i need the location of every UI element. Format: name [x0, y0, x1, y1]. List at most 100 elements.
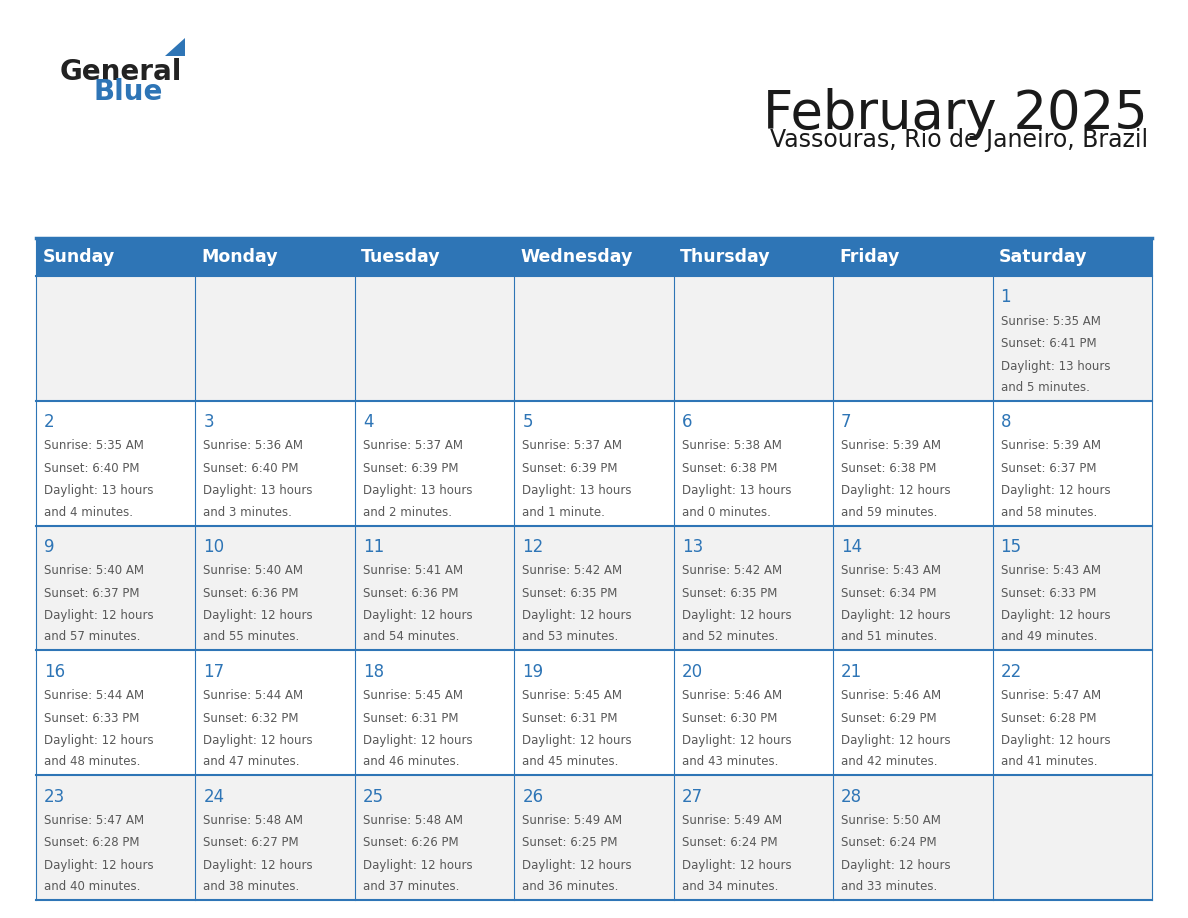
Text: Daylight: 12 hours: Daylight: 12 hours	[362, 859, 473, 872]
Text: Daylight: 12 hours: Daylight: 12 hours	[841, 859, 950, 872]
Text: Sunrise: 5:43 AM: Sunrise: 5:43 AM	[841, 565, 941, 577]
Text: Sunrise: 5:47 AM: Sunrise: 5:47 AM	[1000, 689, 1100, 702]
Text: and 58 minutes.: and 58 minutes.	[1000, 506, 1097, 519]
Text: Daylight: 12 hours: Daylight: 12 hours	[203, 859, 312, 872]
Text: Sunset: 6:36 PM: Sunset: 6:36 PM	[362, 587, 459, 599]
Text: Sunrise: 5:47 AM: Sunrise: 5:47 AM	[44, 814, 144, 827]
Text: 23: 23	[44, 788, 65, 806]
Text: Sunset: 6:30 PM: Sunset: 6:30 PM	[682, 711, 777, 724]
Text: Daylight: 13 hours: Daylight: 13 hours	[682, 485, 791, 498]
Text: and 53 minutes.: and 53 minutes.	[523, 631, 619, 644]
Bar	[36, 401, 1152, 526]
Text: and 40 minutes.: and 40 minutes.	[44, 880, 140, 893]
Text: Sunrise: 5:49 AM: Sunrise: 5:49 AM	[682, 814, 782, 827]
Text: Sunrise: 5:48 AM: Sunrise: 5:48 AM	[362, 814, 463, 827]
Text: 26: 26	[523, 788, 543, 806]
Text: 15: 15	[1000, 538, 1022, 556]
Text: and 41 minutes.: and 41 minutes.	[1000, 756, 1097, 768]
Text: Sunset: 6:40 PM: Sunset: 6:40 PM	[203, 462, 299, 475]
Text: 4: 4	[362, 413, 373, 431]
Text: Sunset: 6:29 PM: Sunset: 6:29 PM	[841, 711, 937, 724]
Text: Monday: Monday	[202, 248, 278, 266]
Polygon shape	[165, 38, 185, 56]
Text: Sunrise: 5:37 AM: Sunrise: 5:37 AM	[523, 440, 623, 453]
Text: Daylight: 12 hours: Daylight: 12 hours	[682, 859, 791, 872]
Text: Sunrise: 5:42 AM: Sunrise: 5:42 AM	[682, 565, 782, 577]
Text: 27: 27	[682, 788, 703, 806]
Text: Daylight: 12 hours: Daylight: 12 hours	[523, 859, 632, 872]
Text: 10: 10	[203, 538, 225, 556]
Text: Daylight: 12 hours: Daylight: 12 hours	[1000, 610, 1110, 622]
Text: 14: 14	[841, 538, 862, 556]
Text: 17: 17	[203, 663, 225, 681]
Text: 18: 18	[362, 663, 384, 681]
Text: Sunrise: 5:38 AM: Sunrise: 5:38 AM	[682, 440, 782, 453]
Text: 9: 9	[44, 538, 55, 556]
Text: Sunrise: 5:50 AM: Sunrise: 5:50 AM	[841, 814, 941, 827]
Text: Thursday: Thursday	[680, 248, 771, 266]
Text: 21: 21	[841, 663, 862, 681]
Text: Daylight: 12 hours: Daylight: 12 hours	[1000, 734, 1110, 747]
Text: 7: 7	[841, 413, 852, 431]
Text: 2: 2	[44, 413, 55, 431]
Text: and 2 minutes.: and 2 minutes.	[362, 506, 451, 519]
Text: and 38 minutes.: and 38 minutes.	[203, 880, 299, 893]
Text: and 34 minutes.: and 34 minutes.	[682, 880, 778, 893]
Text: and 43 minutes.: and 43 minutes.	[682, 756, 778, 768]
Text: 8: 8	[1000, 413, 1011, 431]
Bar	[36, 775, 1152, 900]
Text: 1: 1	[1000, 288, 1011, 307]
Text: Sunset: 6:35 PM: Sunset: 6:35 PM	[682, 587, 777, 599]
Text: Wednesday: Wednesday	[520, 248, 633, 266]
Text: and 4 minutes.: and 4 minutes.	[44, 506, 133, 519]
Text: Sunrise: 5:42 AM: Sunrise: 5:42 AM	[523, 565, 623, 577]
Text: Daylight: 12 hours: Daylight: 12 hours	[841, 610, 950, 622]
Text: Sunrise: 5:39 AM: Sunrise: 5:39 AM	[1000, 440, 1100, 453]
Text: 13: 13	[682, 538, 703, 556]
Text: 19: 19	[523, 663, 543, 681]
Text: Sunset: 6:32 PM: Sunset: 6:32 PM	[203, 711, 299, 724]
Text: Daylight: 12 hours: Daylight: 12 hours	[1000, 485, 1110, 498]
Text: Sunset: 6:33 PM: Sunset: 6:33 PM	[44, 711, 139, 724]
Bar	[36, 650, 1152, 775]
Text: Sunset: 6:28 PM: Sunset: 6:28 PM	[1000, 711, 1097, 724]
Text: Daylight: 13 hours: Daylight: 13 hours	[523, 485, 632, 498]
Text: Sunrise: 5:35 AM: Sunrise: 5:35 AM	[1000, 315, 1100, 328]
Text: Daylight: 12 hours: Daylight: 12 hours	[682, 610, 791, 622]
Text: Sunrise: 5:45 AM: Sunrise: 5:45 AM	[523, 689, 623, 702]
Text: Sunset: 6:40 PM: Sunset: 6:40 PM	[44, 462, 139, 475]
Text: Friday: Friday	[840, 248, 899, 266]
Text: Sunrise: 5:43 AM: Sunrise: 5:43 AM	[1000, 565, 1100, 577]
Text: Sunrise: 5:40 AM: Sunrise: 5:40 AM	[44, 565, 144, 577]
Text: and 49 minutes.: and 49 minutes.	[1000, 631, 1097, 644]
Text: Sunrise: 5:44 AM: Sunrise: 5:44 AM	[203, 689, 303, 702]
Bar	[36, 238, 1152, 276]
Text: 6: 6	[682, 413, 693, 431]
Text: and 5 minutes.: and 5 minutes.	[1000, 381, 1089, 394]
Text: and 37 minutes.: and 37 minutes.	[362, 880, 460, 893]
Text: Sunday: Sunday	[43, 248, 114, 266]
Text: and 45 minutes.: and 45 minutes.	[523, 756, 619, 768]
Text: Sunset: 6:41 PM: Sunset: 6:41 PM	[1000, 337, 1097, 350]
Bar	[36, 276, 1152, 401]
Text: February 2025: February 2025	[763, 88, 1148, 140]
Text: Daylight: 12 hours: Daylight: 12 hours	[841, 734, 950, 747]
Text: Daylight: 12 hours: Daylight: 12 hours	[44, 734, 153, 747]
Text: Sunrise: 5:37 AM: Sunrise: 5:37 AM	[362, 440, 463, 453]
Text: Daylight: 13 hours: Daylight: 13 hours	[203, 485, 312, 498]
Text: and 42 minutes.: and 42 minutes.	[841, 756, 937, 768]
Text: and 46 minutes.: and 46 minutes.	[362, 756, 460, 768]
Text: Sunset: 6:38 PM: Sunset: 6:38 PM	[841, 462, 936, 475]
Text: and 57 minutes.: and 57 minutes.	[44, 631, 140, 644]
Text: Sunset: 6:25 PM: Sunset: 6:25 PM	[523, 836, 618, 849]
Text: Daylight: 13 hours: Daylight: 13 hours	[362, 485, 473, 498]
Text: Tuesday: Tuesday	[361, 248, 441, 266]
Bar	[36, 526, 1152, 650]
Text: Daylight: 12 hours: Daylight: 12 hours	[523, 734, 632, 747]
Text: Sunrise: 5:46 AM: Sunrise: 5:46 AM	[682, 689, 782, 702]
Text: Sunrise: 5:40 AM: Sunrise: 5:40 AM	[203, 565, 303, 577]
Text: and 51 minutes.: and 51 minutes.	[841, 631, 937, 644]
Text: Sunrise: 5:45 AM: Sunrise: 5:45 AM	[362, 689, 463, 702]
Text: 28: 28	[841, 788, 862, 806]
Text: Sunset: 6:33 PM: Sunset: 6:33 PM	[1000, 587, 1095, 599]
